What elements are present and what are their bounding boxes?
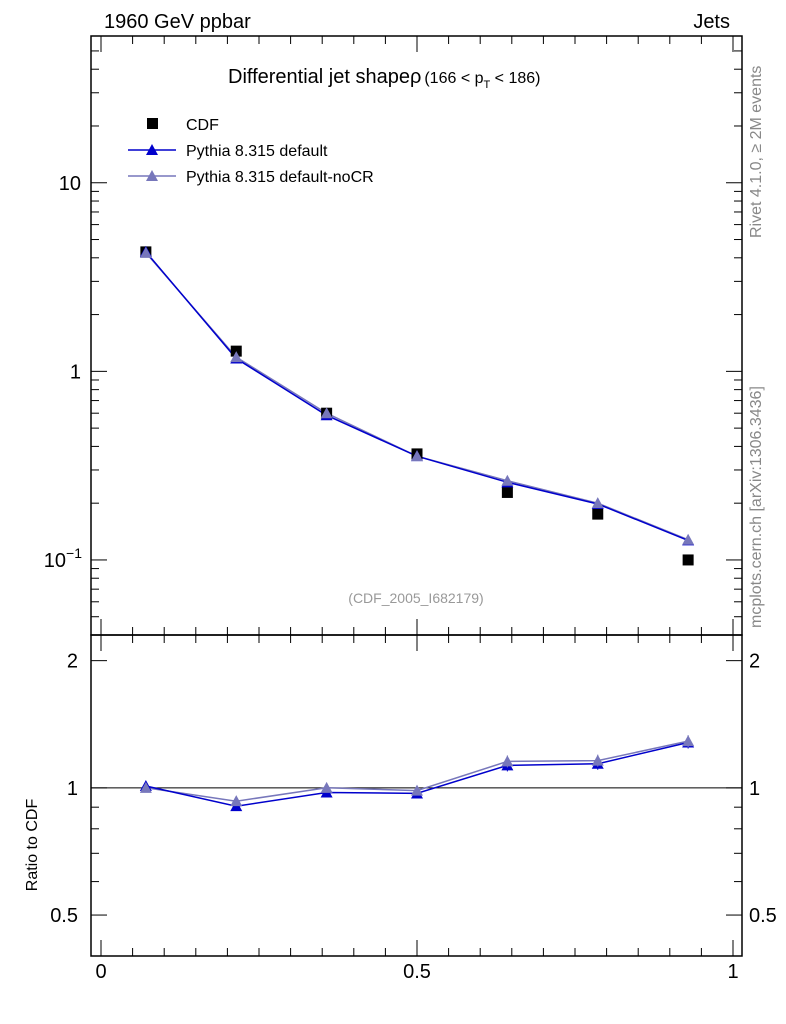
ratio-point-nocr (682, 735, 695, 747)
cdf-point (592, 508, 604, 520)
pythia-point-nocr (230, 351, 243, 363)
ratio-point-nocr (411, 784, 423, 796)
ratio-point-nocr (591, 754, 604, 766)
pythia-point-nocr (591, 497, 604, 509)
legend-label-nocr: Pythia 8.315 default-noCR (186, 169, 374, 186)
main-y-tick-label-1: 1 (70, 361, 81, 383)
ratio-series-layer (139, 735, 695, 812)
analysis-watermark: (CDF_2005_I682179) (348, 590, 483, 606)
x-tick-label: 0.5 (403, 961, 431, 983)
plot-title-main: Differential jet shapeρ (228, 66, 421, 88)
header-energy-label: 1960 GeV ppbar (104, 11, 251, 33)
plot-title: Differential jet shapeρ (166 < pT < 186) (228, 66, 541, 91)
mcplots-label: mcplots.cern.ch [arXiv:1306.3436] (748, 386, 765, 628)
main-panel-ticks (91, 35, 742, 636)
cdf-point (682, 554, 694, 566)
ratio-y-tick-label-right: 1 (749, 778, 760, 800)
ratio-y-axis-label: Ratio to CDF (24, 799, 41, 892)
ratio-y-tick-label-right: 2 (749, 651, 760, 673)
ratio-point-nocr (139, 781, 152, 793)
plot-title-range-index: T (484, 79, 491, 91)
ratio-y-tick-label-left: 1 (67, 778, 78, 800)
plot-title-range-open: (166 < p (424, 70, 483, 87)
ratio-point-nocr (501, 755, 514, 767)
ratio-y-tick-label-left: 2 (67, 651, 78, 673)
header-category-label: Jets (693, 11, 730, 33)
main-series-line-nocr (145, 252, 689, 541)
main-y-tick-label-10: 10 (59, 173, 81, 195)
pythia-point-nocr (320, 407, 333, 419)
legend: CDF Pythia 8.315 default Pythia 8.315 de… (128, 117, 374, 186)
legend-marker-nocr (146, 170, 158, 181)
legend-marker-cdf (147, 118, 158, 129)
ratio-tick-labels: 2 2 1 1 0.5 0.5 0 0.5 1 (50, 651, 777, 983)
legend-label-default: Pythia 8.315 default (186, 143, 328, 160)
cdf-point (501, 486, 513, 498)
pythia-point-nocr (501, 474, 514, 486)
pythia-point-nocr (682, 533, 695, 545)
x-tick-label: 1 (727, 961, 738, 983)
ratio-point-nocr (230, 795, 243, 807)
ratio-y-tick-label-right: 0.5 (749, 905, 777, 927)
main-series-line-default (145, 251, 689, 542)
rivet-version-label: Rivet 4.1.0, ≥ 2M events (748, 66, 765, 238)
pythia-point-nocr (411, 450, 423, 462)
main-series-layer (139, 245, 695, 566)
legend-marker-default (146, 144, 158, 155)
plot-title-range-close: < 186) (490, 70, 540, 87)
legend-label-cdf: CDF (186, 117, 219, 134)
x-tick-label: 0 (95, 961, 106, 983)
ratio-point-nocr (320, 781, 333, 793)
pythia-point-nocr (139, 246, 152, 258)
main-y-tick-label-0.1: 10−1 (44, 545, 82, 572)
ratio-y-tick-label-left: 0.5 (50, 905, 78, 927)
